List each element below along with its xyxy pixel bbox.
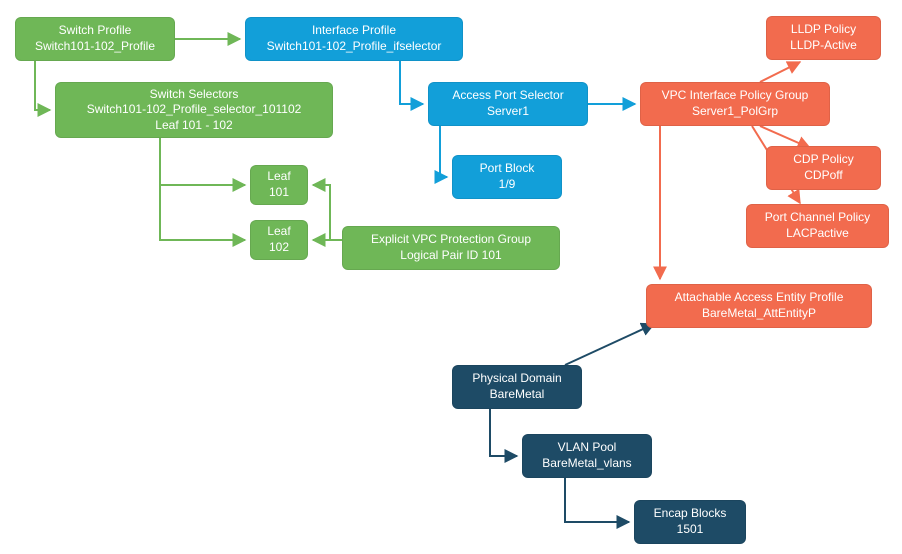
node-phys_domain: Physical DomainBareMetal <box>452 365 582 409</box>
edge <box>35 61 50 110</box>
node-leaf102-line0: Leaf <box>267 224 290 240</box>
edge <box>440 126 447 177</box>
node-vpc_ifpg-line0: VPC Interface Policy Group <box>662 88 809 104</box>
node-phys_domain-line1: BareMetal <box>490 387 545 403</box>
node-explicit_vpc-line0: Explicit VPC Protection Group <box>371 232 531 248</box>
node-aaep: Attachable Access Entity ProfileBareMeta… <box>646 284 872 328</box>
edge <box>160 138 245 240</box>
node-access_port_selector-line0: Access Port Selector <box>452 88 563 104</box>
node-lldp_policy-line0: LLDP Policy <box>791 22 856 38</box>
node-switch_profile: Switch ProfileSwitch101-102_Profile <box>15 17 175 61</box>
edge <box>565 478 629 522</box>
node-lldp_policy: LLDP PolicyLLDP-Active <box>766 16 881 60</box>
node-phys_domain-line0: Physical Domain <box>472 371 561 387</box>
node-leaf101-line1: 101 <box>269 185 289 201</box>
node-pc_policy: Port Channel PolicyLACPactive <box>746 204 889 248</box>
node-encap_blocks: Encap Blocks1501 <box>634 500 746 544</box>
edge <box>565 324 654 365</box>
edge <box>760 126 810 148</box>
node-leaf101-line0: Leaf <box>267 169 290 185</box>
node-pc_policy-line1: LACPactive <box>786 226 849 242</box>
node-vlan_pool-line1: BareMetal_vlans <box>542 456 631 472</box>
node-cdp_policy: CDP PolicyCDPoff <box>766 146 881 190</box>
node-lldp_policy-line1: LLDP-Active <box>790 38 857 54</box>
node-aaep-line0: Attachable Access Entity Profile <box>675 290 844 306</box>
edge <box>490 409 517 456</box>
node-interface_profile-line1: Switch101-102_Profile_ifselector <box>267 39 442 55</box>
node-leaf102: Leaf102 <box>250 220 308 260</box>
edge <box>400 61 423 104</box>
node-vlan_pool: VLAN PoolBareMetal_vlans <box>522 434 652 478</box>
node-switch_selectors-line1: Switch101-102_Profile_selector_101102 <box>87 102 302 118</box>
node-leaf101: Leaf101 <box>250 165 308 205</box>
node-vlan_pool-line0: VLAN Pool <box>558 440 617 456</box>
node-explicit_vpc: Explicit VPC Protection GroupLogical Pai… <box>342 226 560 270</box>
node-aaep-line1: BareMetal_AttEntityP <box>702 306 816 322</box>
node-access_port_selector-line1: Server1 <box>487 104 529 120</box>
node-cdp_policy-line0: CDP Policy <box>793 152 853 168</box>
node-interface_profile: Interface ProfileSwitch101-102_Profile_i… <box>245 17 463 61</box>
node-pc_policy-line0: Port Channel Policy <box>765 210 870 226</box>
node-port_block-line1: 1/9 <box>499 177 516 193</box>
node-switch_selectors: Switch SelectorsSwitch101-102_Profile_se… <box>55 82 333 138</box>
node-access_port_selector: Access Port SelectorServer1 <box>428 82 588 126</box>
node-switch_profile-line1: Switch101-102_Profile <box>35 39 155 55</box>
node-cdp_policy-line1: CDPoff <box>804 168 842 184</box>
node-switch_selectors-line0: Switch Selectors <box>150 87 239 103</box>
node-encap_blocks-line0: Encap Blocks <box>654 506 727 522</box>
node-leaf102-line1: 102 <box>269 240 289 256</box>
edge <box>160 138 245 185</box>
node-explicit_vpc-line1: Logical Pair ID 101 <box>400 248 501 264</box>
node-port_block-line0: Port Block <box>480 161 535 177</box>
node-encap_blocks-line1: 1501 <box>677 522 704 538</box>
node-vpc_ifpg: VPC Interface Policy GroupServer1_PolGrp <box>640 82 830 126</box>
node-switch_profile-line0: Switch Profile <box>59 23 132 39</box>
node-vpc_ifpg-line1: Server1_PolGrp <box>692 104 778 120</box>
node-port_block: Port Block1/9 <box>452 155 562 199</box>
edge <box>760 62 800 82</box>
node-interface_profile-line0: Interface Profile <box>312 23 396 39</box>
edge <box>313 185 342 240</box>
node-switch_selectors-line2: Leaf 101 - 102 <box>155 118 232 134</box>
